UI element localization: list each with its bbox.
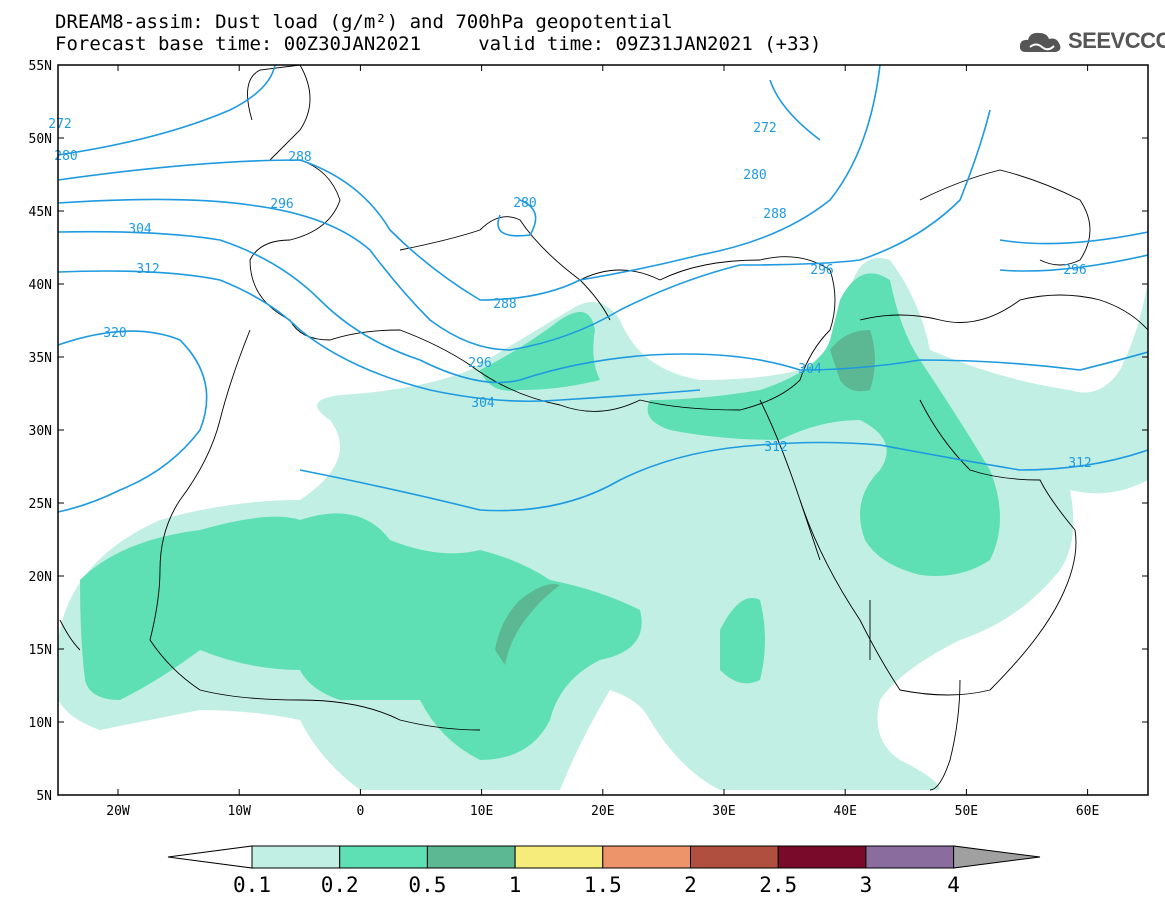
lat-tick-label: 5N: [36, 789, 52, 804]
colorbar-tick-label: 1.5: [584, 873, 622, 897]
contour-label: 288: [288, 150, 311, 165]
contour-label: 296: [270, 197, 293, 212]
contour-label: 296: [1063, 263, 1086, 278]
colorbar-tick-label: 1: [509, 873, 522, 897]
colorbar-tick-label: 3: [860, 873, 873, 897]
lon-tick-label: 40E: [833, 804, 856, 819]
colorbar-tick-label: 0.2: [321, 873, 359, 897]
colorbar-box: [777, 845, 867, 869]
colorbar-tick-label: 0.1: [233, 873, 271, 897]
lon-tick-label: 60E: [1076, 804, 1099, 819]
contour-label: 304: [471, 396, 495, 411]
lat-tick-label: 45N: [29, 205, 52, 220]
longitude-axis: 20W 10W 0 10E 20E 30E 40E 50E 60E: [106, 65, 1099, 819]
lat-tick-label: 15N: [29, 643, 52, 658]
lon-tick-label: 50E: [955, 804, 978, 819]
lon-tick-label: 20E: [591, 804, 614, 819]
contour-label: 288: [763, 207, 786, 222]
contour-label: 288: [493, 297, 516, 312]
lon-tick-label: 30E: [712, 804, 735, 819]
lon-tick-label: 10W: [227, 804, 251, 819]
colorbar-arrow-low: [167, 845, 253, 869]
colorbar-tick-label: 2: [684, 873, 697, 897]
colorbar-tick-label: 2.5: [759, 873, 797, 897]
dust-area-dense-chad: [495, 584, 560, 665]
lat-tick-label: 10N: [29, 716, 52, 731]
contour-label: 280: [743, 168, 766, 183]
colorbar: 0.1 0.2 0.5 1 1.5 2 2.5 3 4: [167, 845, 1041, 897]
contour-label: 312: [764, 440, 787, 455]
map-title: DREAM8-assim: Dust load (g/m²) and 700hP…: [55, 11, 673, 33]
lon-tick-label: 10E: [470, 804, 493, 819]
contour-label: 312: [136, 262, 159, 277]
colorbar-tick-label: 0.5: [408, 873, 446, 897]
colorbar-tick-label: 4: [947, 873, 960, 897]
lon-tick-label: 20W: [106, 804, 130, 819]
colorbar-box: [251, 845, 341, 869]
lat-tick-label: 30N: [29, 424, 52, 439]
lat-tick-label: 20N: [29, 570, 52, 585]
dust-area-medium-med: [480, 312, 600, 391]
latitude-axis: 55N 50N 45N 40N 35N 30N 25N 20N 15N 10N 5N: [29, 59, 1148, 804]
contour-label: 296: [810, 263, 833, 278]
colorbar-box: [690, 845, 779, 869]
contour-label: 296: [468, 356, 491, 371]
coastlines: [59, 64, 1149, 791]
map-subtitle: Forecast base time: 00Z30JAN2021 valid t…: [55, 33, 822, 55]
colorbar-box: [514, 845, 604, 869]
seevccc-logo: SEEVCCC: [1018, 28, 1165, 54]
contour-labels: 272 272 280 280 288 288 288 296 296 296 296 304 304 3…: [48, 117, 1091, 471]
dust-area-medium-sahel: [80, 513, 642, 760]
contour-label: 280: [54, 149, 77, 164]
dust-area-dense-iraq: [830, 330, 875, 392]
logo-text: SEEVCCC: [1068, 28, 1165, 53]
dust-area-medium-mideast: [647, 273, 1000, 576]
contour-label: 272: [48, 117, 71, 132]
lat-tick-label: 40N: [29, 278, 52, 293]
colorbar-box: [426, 845, 516, 869]
contour-label: 272: [753, 121, 776, 136]
contour-label: 320: [103, 326, 126, 341]
geopotential-contours: [57, 64, 1149, 513]
contour-label: 280: [513, 196, 536, 211]
lon-tick-label: 0: [356, 804, 364, 819]
lat-tick-label: 25N: [29, 497, 52, 512]
lat-tick-label: 50N: [29, 132, 52, 147]
dust-area-medium-sudan: [720, 598, 765, 684]
colorbar-arrow-high: [953, 845, 1041, 869]
contour-label: 304: [128, 222, 152, 237]
lat-tick-label: 55N: [29, 59, 52, 74]
lat-tick-label: 35N: [29, 351, 52, 366]
colorbar-box: [865, 845, 955, 869]
dust-shading: [58, 258, 1148, 790]
cloud-logo-icon: [1019, 32, 1061, 52]
contour-label: 304: [798, 362, 822, 377]
contour-label: 312: [1068, 456, 1091, 471]
colorbar-box: [339, 845, 428, 869]
colorbar-box: [602, 845, 691, 869]
